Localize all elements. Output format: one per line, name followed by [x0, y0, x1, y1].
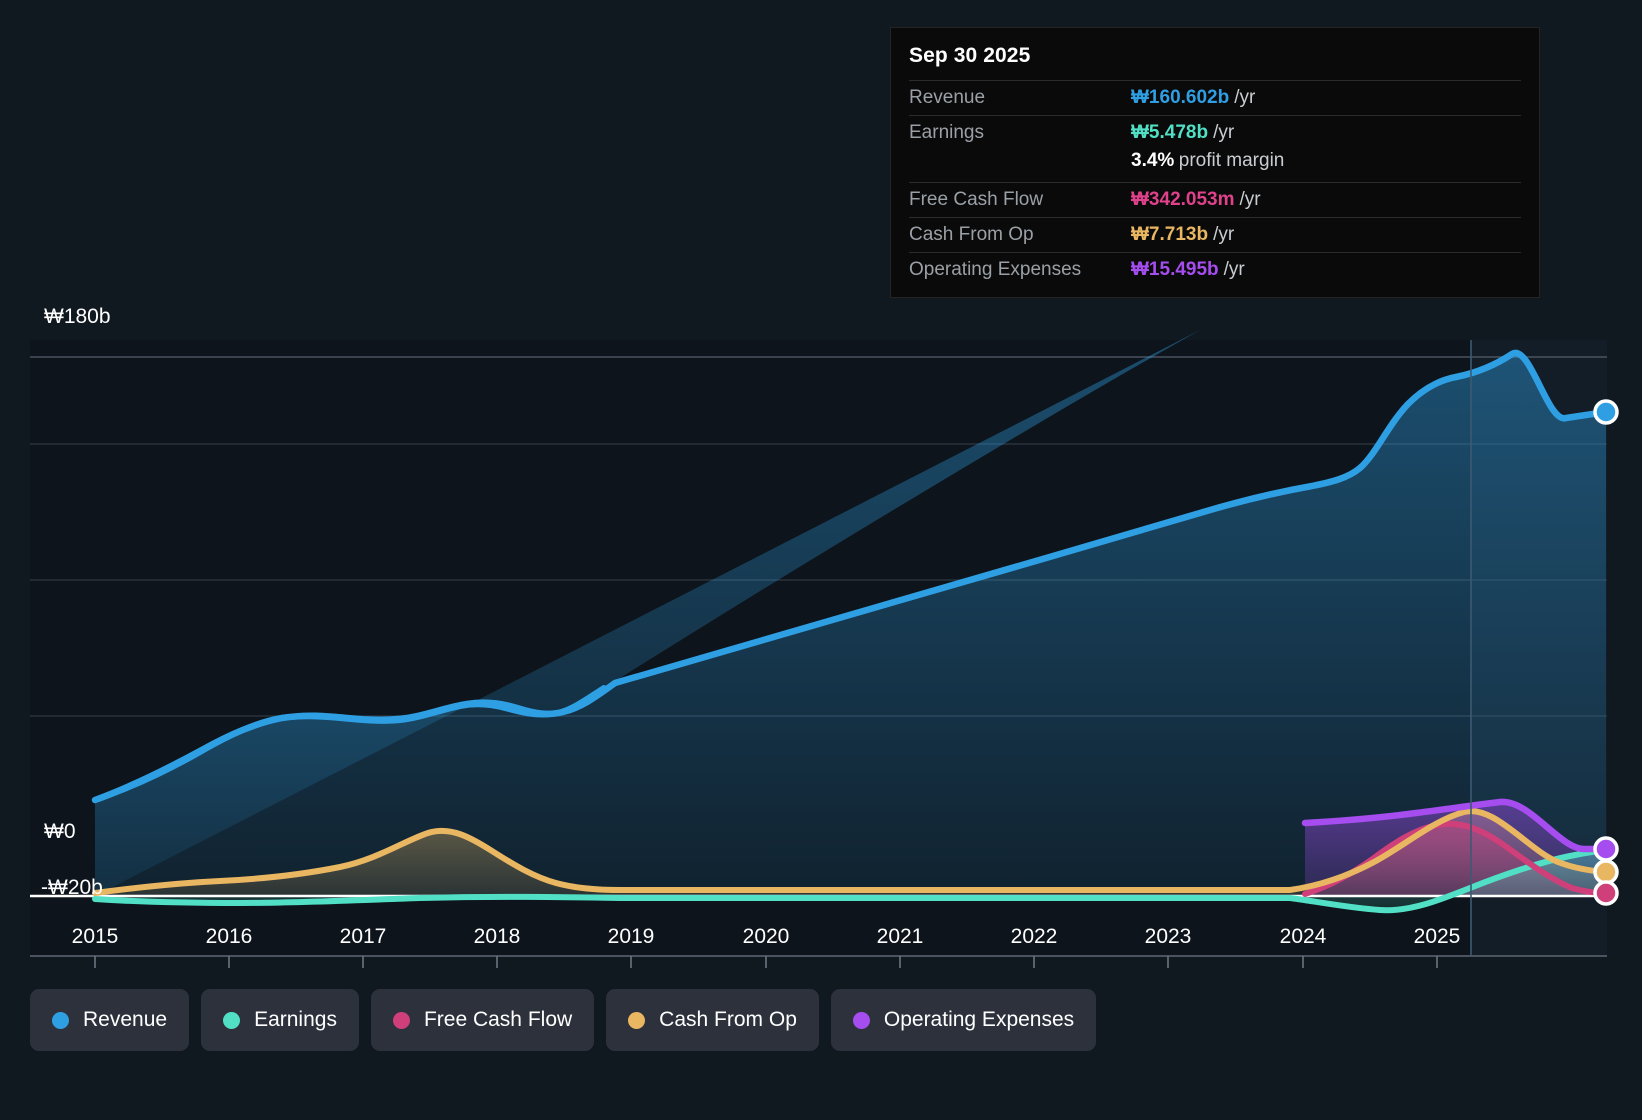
x-axis-label-2018: 2018 [473, 925, 521, 948]
x-axis-label-2019: 2019 [607, 925, 655, 948]
legend-label-revenue: Revenue [83, 1008, 168, 1031]
legend-item-free-cash-flow[interactable]: Free Cash Flow [370, 989, 595, 1051]
revenue-color-dot-icon [52, 1011, 69, 1029]
chart-tooltip: Sep 30 2025 Revenue ₩160.602b/yr Earning… [890, 27, 1540, 298]
tooltip-row-revenue: Revenue ₩160.602b/yr [909, 80, 1521, 115]
x-axis-ticks [94, 956, 1438, 968]
tooltip-row-free-cash-flow: Free Cash Flow ₩342.053m/yr [909, 182, 1521, 217]
x-axis-label-2015: 2015 [71, 925, 119, 948]
cash-from-op-line [92, 808, 1609, 896]
operating-expenses-color-dot-icon [852, 1011, 870, 1029]
legend-item-operating-expenses[interactable]: Operating Expenses [830, 989, 1097, 1051]
tooltip-label-free-cash-flow: Free Cash Flow [909, 189, 1044, 210]
tooltip-label-revenue: Revenue [909, 87, 986, 108]
x-axis-label-2020: 2020 [742, 925, 790, 948]
legend-label-earnings: Earnings [254, 1008, 337, 1031]
tooltip-value-profit-margin: 3.4% profit margin [1131, 150, 1285, 171]
tooltip-value-revenue: ₩160.602b/yr [1131, 87, 1256, 108]
cash-from-op-color-dot-icon [628, 1011, 646, 1029]
earnings-line [92, 847, 1609, 914]
free-cash-flow-endpoint-marker [1593, 880, 1619, 906]
cash-from-op-fill [95, 811, 1606, 896]
tooltip-value-free-cash-flow: ₩342.053m/yr [1131, 189, 1261, 210]
tooltip-value-earnings: ₩5.478b/yr [1131, 122, 1235, 143]
x-axis-label-2016: 2016 [205, 925, 253, 948]
legend-label-operating-expenses: Operating Expenses [883, 1008, 1075, 1031]
free-cash-flow-color-dot-icon [392, 1011, 410, 1029]
x-axis-label-2023: 2023 [1144, 925, 1192, 948]
legend-label-cash-from-op: Cash From Op [659, 1008, 797, 1031]
x-axis-label-2017: 2017 [339, 925, 387, 948]
legend-item-earnings[interactable]: Earnings [201, 989, 359, 1051]
legend-item-cash-from-op[interactable]: Cash From Op [606, 989, 819, 1051]
x-axis-label-2021: 2021 [876, 925, 924, 948]
tooltip-value-cash-from-op: ₩7.713b/yr [1131, 224, 1235, 245]
endpoint-markers [1593, 399, 1619, 906]
earnings-color-dot-icon [223, 1011, 241, 1029]
x-axis-label-2024: 2024 [1279, 925, 1327, 948]
tooltip-row-profit-margin: 3.4% profit margin [909, 150, 1521, 182]
revenue-area-actual [95, 352, 1606, 896]
revenue-endpoint-marker [1593, 399, 1619, 425]
tooltip-row-earnings: Earnings ₩5.478b/yr [909, 115, 1521, 150]
cash-from-op-endpoint-marker [1593, 859, 1619, 885]
y-axis-label-zero: ₩0 [44, 820, 76, 843]
tooltip-label-cash-from-op: Cash From Op [909, 224, 1034, 245]
x-axis-label-2022: 2022 [1010, 925, 1058, 948]
operating-expenses-line [1301, 798, 1610, 853]
y-axis-label-bottom: -₩20b [41, 876, 103, 899]
tooltip-label-operating-expenses: Operating Expenses [909, 259, 1082, 280]
y-axis-label-top: ₩180b [44, 305, 111, 328]
x-axis-label-2025: 2025 [1413, 925, 1461, 948]
tooltip-row-cash-from-op: Cash From Op ₩7.713b/yr [909, 217, 1521, 252]
tooltip-value-operating-expenses: ₩15.495b/yr [1131, 259, 1245, 280]
tooltip-label-earnings: Earnings [909, 122, 984, 143]
revenue-curve [91, 349, 1610, 804]
legend-item-revenue[interactable]: Revenue [30, 989, 190, 1051]
legend-label-free-cash-flow: Free Cash Flow [423, 1008, 573, 1031]
tooltip-date: Sep 30 2025 [909, 44, 1031, 67]
operating-expenses-endpoint-marker [1593, 836, 1619, 862]
tooltip-row-operating-expenses: Operating Expenses ₩15.495b/yr [909, 252, 1521, 287]
chart-legend: Revenue Earnings Free Cash Flow Cash Fro… [30, 989, 1097, 1051]
